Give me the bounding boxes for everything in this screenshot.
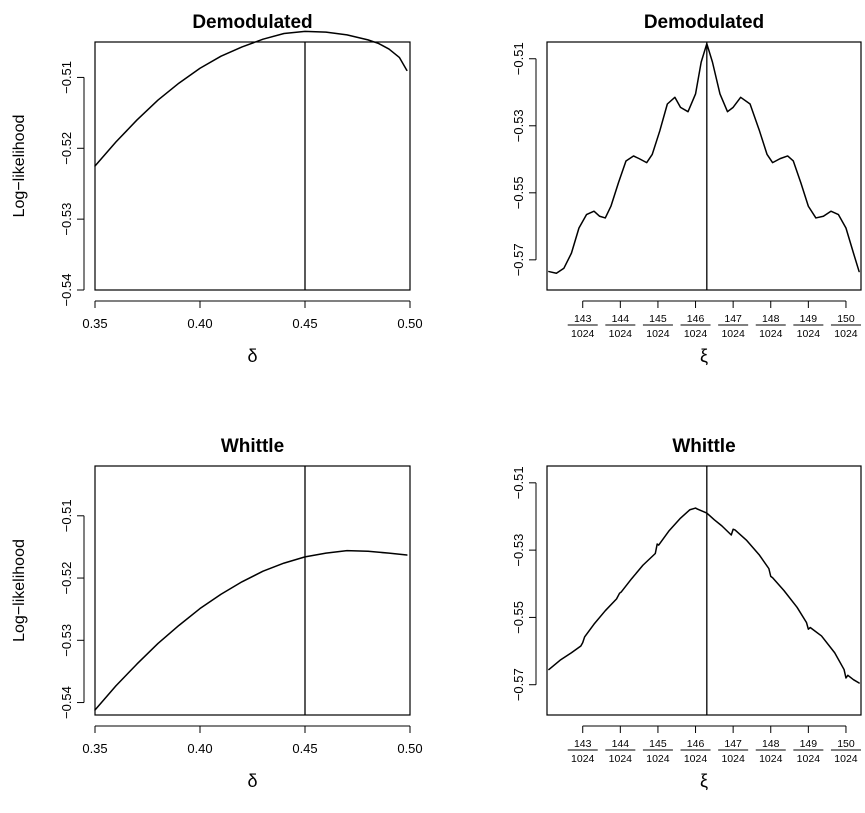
- x-tick-label: 0.45: [292, 741, 317, 756]
- x-axis-title: δ: [247, 771, 257, 791]
- y-tick-label: −0.52: [59, 562, 74, 595]
- x-tick-denominator: 1024: [571, 328, 595, 340]
- plot-frame: [546, 41, 862, 291]
- y-tick-label: −0.57: [511, 243, 526, 276]
- x-tick-numerator: 143: [574, 738, 592, 750]
- x-tick-denominator: 1024: [684, 328, 708, 340]
- x-tick-numerator: 149: [800, 313, 818, 325]
- x-tick-label: 0.45: [292, 316, 317, 331]
- x-tick-denominator: 1024: [609, 328, 633, 340]
- x-tick-numerator: 148: [762, 738, 780, 750]
- x-axis-title: δ: [247, 346, 257, 366]
- y-tick-label: −0.53: [59, 624, 74, 657]
- x-tick-numerator: 143: [574, 313, 592, 325]
- x-tick-label: 0.50: [397, 741, 422, 756]
- x-tick-denominator: 1024: [721, 328, 745, 340]
- y-tick-label: −0.55: [511, 176, 526, 209]
- y-tick-label: −0.57: [511, 668, 526, 701]
- x-tick-numerator: 147: [724, 313, 742, 325]
- x-tick-numerator: 144: [612, 738, 630, 750]
- plot-frame: [94, 41, 411, 291]
- x-tick-numerator: 149: [800, 738, 818, 750]
- y-tick-label: −0.53: [59, 203, 74, 236]
- x-tick-denominator: 1024: [759, 753, 783, 765]
- x-tick-denominator: 1024: [609, 753, 633, 765]
- chart-panel-1: Demodulated −0.51 −0.52 −0.53 −0.54 Log−likel…: [11, 12, 423, 366]
- chart-title: Demodulated: [644, 12, 764, 33]
- x-tick-denominator: 1024: [646, 753, 670, 765]
- x-tick-denominator: 1024: [834, 328, 858, 340]
- x-tick-numerator: 145: [649, 313, 667, 325]
- x-tick-numerator: 148: [762, 313, 780, 325]
- series-line-1: [94, 549, 408, 711]
- chart-title: Whittle: [672, 436, 735, 457]
- x-tick-numerator: 150: [837, 313, 855, 325]
- x-tick-denominator: 1024: [797, 328, 821, 340]
- y-tick-label: −0.54: [59, 686, 74, 719]
- x-tick-numerator: 144: [612, 313, 630, 325]
- x-tick-denominator: 1024: [721, 753, 745, 765]
- x-tick-numerator: 145: [649, 738, 667, 750]
- y-tick-label: −0.52: [59, 132, 74, 165]
- y-tick-label: −0.54: [59, 274, 74, 307]
- x-tick-label: 0.40: [187, 741, 212, 756]
- y-tick-label: −0.53: [511, 534, 526, 567]
- x-tick-numerator: 147: [724, 738, 742, 750]
- series-line-1: [548, 42, 860, 274]
- chart-panel-2: Demodulated −0.51 −0.53 −0.55 −0.57 143 1024 14…: [511, 12, 862, 366]
- series-line-1: [94, 30, 408, 167]
- plot-frame: [546, 465, 862, 716]
- x-tick-label: 0.35: [82, 316, 107, 331]
- x-tick-denominator: 1024: [684, 753, 708, 765]
- y-tick-label: −0.55: [511, 601, 526, 634]
- y-axis-title: Log−likelihood: [11, 539, 28, 642]
- y-tick-label: −0.51: [511, 42, 526, 75]
- x-tick-numerator: 146: [687, 313, 705, 325]
- y-tick-label: −0.51: [511, 466, 526, 499]
- y-tick-label: −0.51: [59, 61, 74, 94]
- x-tick-denominator: 1024: [571, 753, 595, 765]
- series-line-1: [548, 507, 860, 684]
- x-tick-numerator: 146: [687, 738, 705, 750]
- chart-title: Whittle: [221, 436, 284, 457]
- x-tick-denominator: 1024: [834, 753, 858, 765]
- chart-panel-4: Whittle −0.51 −0.53 −0.55 −0.57 143 1024 144 102…: [511, 436, 862, 791]
- x-tick-denominator: 1024: [759, 328, 783, 340]
- y-tick-label: −0.51: [59, 499, 74, 532]
- chart-title: Demodulated: [192, 12, 312, 33]
- plot-frame: [94, 465, 411, 716]
- x-tick-label: 0.40: [187, 316, 212, 331]
- x-tick-label: 0.35: [82, 741, 107, 756]
- chart-panel-3: Whittle −0.51 −0.52 −0.53 −0.54 Log−likelihoo…: [11, 436, 423, 791]
- x-axis-title: ξ: [700, 346, 708, 366]
- y-axis-title: Log−likelihood: [11, 115, 28, 218]
- x-axis-title: ξ: [700, 771, 708, 791]
- y-tick-label: −0.53: [511, 109, 526, 142]
- x-tick-numerator: 150: [837, 738, 855, 750]
- x-tick-label: 0.50: [397, 316, 422, 331]
- x-tick-denominator: 1024: [797, 753, 821, 765]
- x-tick-denominator: 1024: [646, 328, 670, 340]
